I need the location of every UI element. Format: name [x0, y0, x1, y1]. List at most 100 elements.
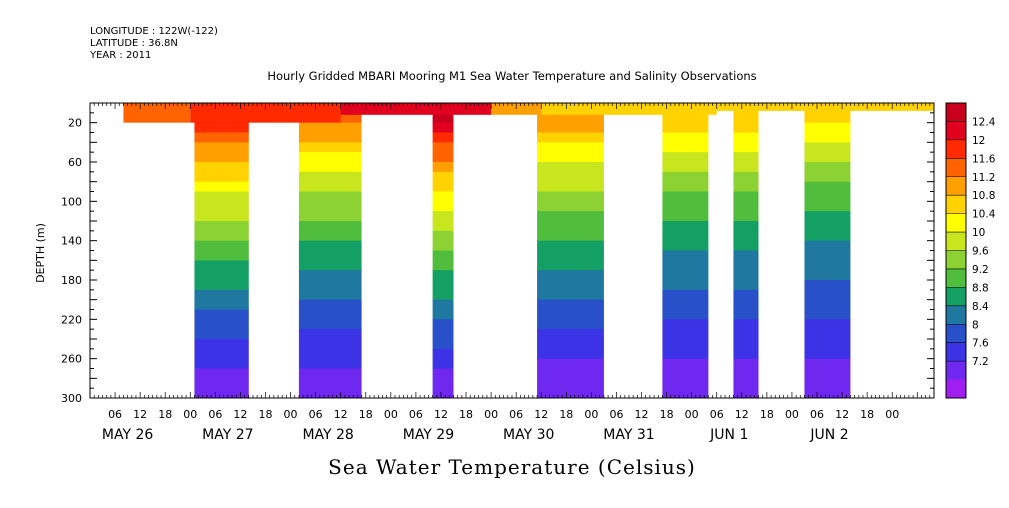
- temperature-cell: [194, 162, 249, 173]
- temperature-cell: [804, 339, 851, 350]
- x-hour-label: 12: [133, 408, 147, 421]
- x-hour-label: 12: [735, 408, 749, 421]
- temperature-cell: [733, 368, 759, 379]
- temperature-cell: [804, 112, 851, 124]
- colorbar-label: 7.2: [972, 356, 989, 368]
- temperature-cell: [804, 270, 851, 281]
- temperature-cell: [804, 329, 851, 340]
- temperature-cell: [298, 162, 362, 173]
- x-hour-label: 06: [810, 408, 824, 421]
- temperature-cell: [804, 309, 851, 320]
- temperature-cell: [733, 211, 759, 222]
- colorbar-swatch: [946, 379, 966, 399]
- x-hour-label: 00: [484, 408, 498, 421]
- temperature-cell: [194, 368, 249, 379]
- colorbar-swatch: [946, 176, 966, 196]
- temperature-cell: [298, 201, 362, 212]
- temperature-cell: [298, 171, 362, 183]
- data-segment: [662, 103, 709, 399]
- data-segment: [733, 103, 759, 399]
- y-tick-label: 260: [61, 353, 82, 366]
- x-day-label: MAY 27: [202, 427, 253, 443]
- x-hour-label: 18: [258, 408, 272, 421]
- temperature-cell: [662, 250, 709, 261]
- temperature-cell: [194, 319, 249, 330]
- temperature-cell: [662, 211, 709, 222]
- temperature-cell: [432, 358, 454, 369]
- temperature-cell: [804, 240, 851, 251]
- temperature-cell: [298, 280, 362, 291]
- temperature-cell: [662, 388, 709, 399]
- temperature-cell: [432, 162, 454, 173]
- x-hour-label: 12: [635, 408, 649, 421]
- colorbar-swatch: [946, 324, 966, 343]
- temperature-cell: [194, 329, 249, 340]
- temperature-cell: [432, 142, 454, 153]
- temperature-cell: [194, 260, 249, 271]
- temperature-cell: [298, 319, 362, 330]
- latitude-label: LATITUDE : 36.8N: [90, 38, 178, 49]
- temperature-cell: [537, 142, 604, 153]
- temperature-cell: [804, 181, 851, 192]
- x-hour-label: 06: [309, 408, 323, 421]
- x-hour-label: 12: [534, 408, 548, 421]
- temperature-cell: [733, 319, 759, 330]
- temperature-cell: [537, 211, 604, 222]
- temperature-cell: [537, 388, 604, 399]
- temperature-cell: [733, 329, 759, 340]
- temperature-cell: [537, 221, 604, 232]
- temperature-cell: [298, 289, 362, 301]
- temperature-cell: [194, 142, 249, 153]
- y-tick-label: 100: [61, 195, 82, 208]
- temperature-cell: [662, 339, 709, 350]
- temperature-cell: [194, 181, 249, 192]
- temperature-cell: [298, 329, 362, 340]
- temperature-cell: [537, 201, 604, 212]
- temperature-cell: [662, 171, 709, 183]
- temperature-cell: [537, 132, 604, 143]
- colorbar-label: 11.2: [972, 172, 995, 184]
- temperature-cell: [432, 319, 454, 330]
- x-hour-label: 06: [509, 408, 523, 421]
- temperature-cell: [298, 221, 362, 232]
- y-tick-label: 300: [61, 392, 82, 405]
- temperature-cell: [194, 378, 249, 389]
- colorbar-swatch: [946, 342, 966, 362]
- temperature-cell: [733, 112, 759, 124]
- temperature-cell: [537, 171, 604, 183]
- temperature-cell: [194, 270, 249, 281]
- temperature-cell: [662, 112, 709, 124]
- variable-label: Sea Water Temperature (Celsius): [328, 455, 696, 479]
- temperature-cell: [662, 240, 709, 251]
- colorbar-swatch: [946, 121, 966, 141]
- temperature-cell: [537, 230, 604, 242]
- temperature-cell: [537, 191, 604, 202]
- temperature-cell: [804, 289, 851, 301]
- temperature-cell: [662, 260, 709, 271]
- temperature-cell: [432, 112, 454, 124]
- temperature-cell: [733, 122, 759, 133]
- temperature-cell: [804, 388, 851, 399]
- temperature-cell: [733, 260, 759, 271]
- temperature-cell: [432, 181, 454, 192]
- temperature-cell: [733, 181, 759, 192]
- temperature-cell: [194, 152, 249, 163]
- x-hour-label: 18: [559, 408, 573, 421]
- temperature-cell: [537, 112, 604, 124]
- x-hour-label: 00: [584, 408, 598, 421]
- surface-temperature-band: [190, 103, 341, 123]
- temperature-cell: [804, 162, 851, 173]
- data-segment: [537, 103, 604, 399]
- temperature-cell: [804, 358, 851, 369]
- temperature-cell: [537, 319, 604, 330]
- x-hour-label: 06: [108, 408, 122, 421]
- temperature-cell: [662, 122, 709, 133]
- temperature-cell: [733, 348, 759, 360]
- temperature-cell: [804, 299, 851, 310]
- y-tick-label: 220: [61, 313, 82, 326]
- temperature-cell: [804, 191, 851, 202]
- temperature-cell: [298, 358, 362, 369]
- temperature-cell: [194, 289, 249, 301]
